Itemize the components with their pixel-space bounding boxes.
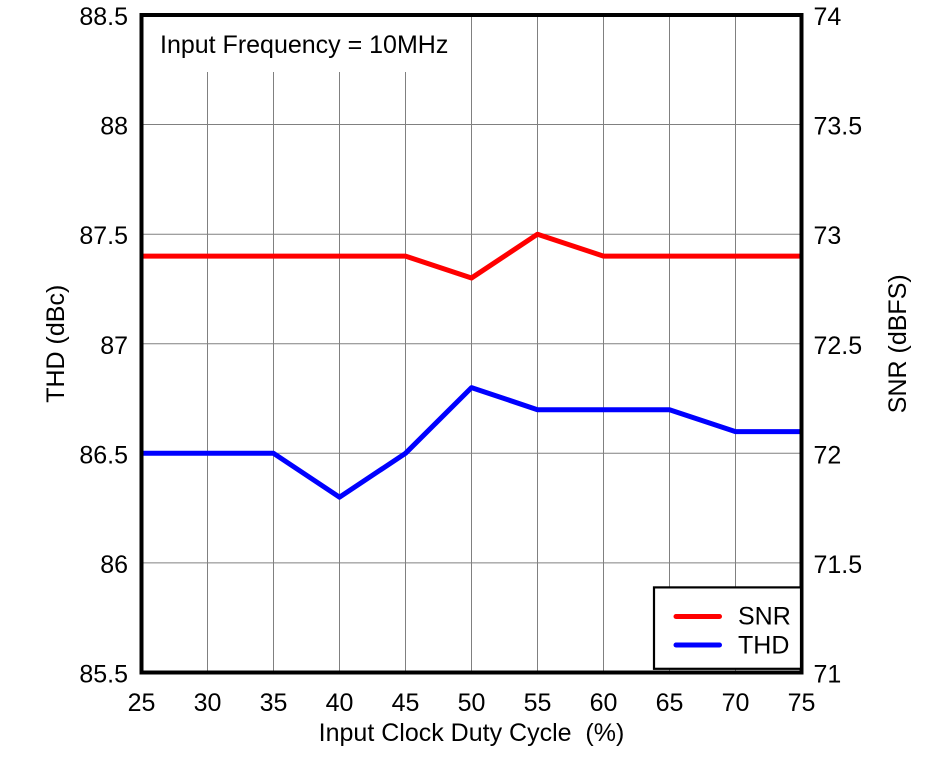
svg-text:85.5: 85.5 [79, 661, 128, 689]
svg-text:70: 70 [722, 689, 750, 717]
svg-text:THD: THD [738, 631, 789, 659]
svg-text:45: 45 [392, 689, 420, 717]
svg-text:87: 87 [100, 332, 128, 360]
svg-text:55: 55 [524, 689, 552, 717]
svg-text:71.5: 71.5 [814, 551, 863, 579]
svg-text:73: 73 [814, 222, 842, 250]
svg-text:Input Clock Duty Cycle (%): Input Clock Duty Cycle (%) [319, 719, 625, 747]
svg-text:THD (dBc): THD (dBc) [42, 285, 70, 403]
svg-text:35: 35 [260, 689, 288, 717]
svg-text:86.5: 86.5 [79, 441, 128, 469]
svg-text:SNR (dBFS): SNR (dBFS) [884, 274, 912, 413]
svg-text:88: 88 [100, 113, 128, 141]
svg-text:86: 86 [100, 551, 128, 579]
svg-text:25: 25 [128, 689, 156, 717]
svg-text:65: 65 [656, 689, 684, 717]
svg-text:74: 74 [814, 3, 842, 31]
svg-text:30: 30 [194, 689, 222, 717]
svg-text:73.5: 73.5 [814, 113, 863, 141]
svg-text:SNR: SNR [738, 603, 791, 631]
svg-text:88.5: 88.5 [79, 3, 128, 31]
svg-text:87.5: 87.5 [79, 222, 128, 250]
svg-text:72.5: 72.5 [814, 332, 863, 360]
svg-text:75: 75 [788, 689, 816, 717]
svg-text:Input Frequency = 10MHz: Input Frequency = 10MHz [160, 31, 448, 59]
svg-text:71: 71 [814, 661, 842, 689]
svg-text:50: 50 [458, 689, 486, 717]
svg-text:40: 40 [326, 689, 354, 717]
svg-text:72: 72 [814, 441, 842, 469]
svg-text:60: 60 [590, 689, 618, 717]
